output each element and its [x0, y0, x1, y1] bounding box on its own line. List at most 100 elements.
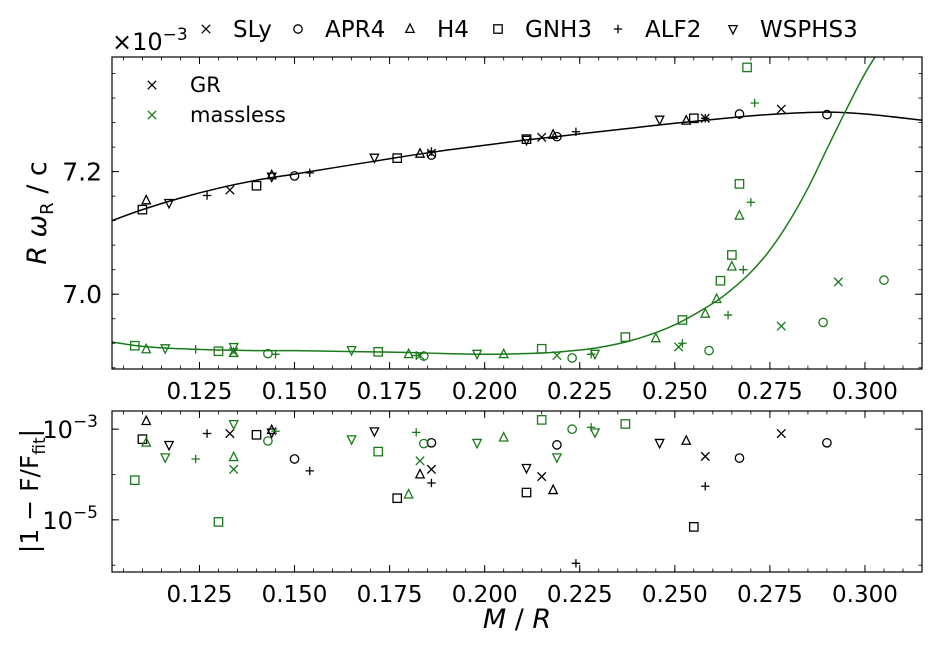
x-tick-label: 0.200	[452, 379, 518, 405]
residual-point-gnh3-massless	[129, 475, 140, 486]
data-point-gnh3-massless	[536, 343, 547, 354]
data-point-gnh3-massless	[734, 179, 745, 189]
top-data-points	[129, 62, 889, 363]
data-point-gnh3-massless	[620, 332, 631, 342]
data-point-h4-gr	[140, 193, 152, 205]
eos-legend-marker-alf2	[613, 24, 623, 34]
residual-point-apr4-gr	[734, 453, 745, 463]
data-point-alf2-massless	[271, 350, 280, 359]
residual-point-h4-gr	[680, 434, 692, 445]
residual-point-wsphs3-massless	[346, 435, 357, 446]
residual-point-gnh3-gr	[521, 487, 532, 498]
offset-text: ×10−3	[112, 25, 188, 56]
data-point-alf2-gr	[571, 127, 581, 136]
data-point-wsphs3-massless	[589, 349, 601, 361]
x-tick-label: 0.300	[832, 582, 898, 608]
x-tick-label: 0.175	[357, 379, 423, 405]
residual-point-wsphs3-gr	[654, 438, 665, 450]
x-tick-label: 0.150	[262, 379, 328, 405]
data-point-sly-massless	[833, 277, 843, 287]
legend-marker-massless	[147, 110, 157, 120]
data-point-sly-gr	[225, 185, 235, 195]
top-panel: 0.125 0.150 0.175 0.200 0.225 0.250 0.275 0.300…	[22, 56, 923, 405]
y-tick-label: 7.0	[62, 280, 102, 309]
data-point-h4-massless	[140, 342, 152, 354]
residual-point-h4-massless	[403, 488, 414, 499]
x-tick-label: 0.275	[737, 379, 803, 405]
x-tick-label: 0.250	[642, 379, 708, 405]
eos-legend-label-h4: H4	[437, 17, 469, 43]
top-panel-legend: GR massless	[147, 73, 286, 127]
residual-point-alf2-gr	[701, 482, 710, 491]
data-point-sly-gr	[537, 132, 547, 142]
data-point-alf2-massless	[746, 198, 756, 207]
data-point-gnh3-massless	[727, 250, 737, 260]
eos-legend-label-apr4: APR4	[325, 17, 385, 43]
residual-point-gnh3-massless	[620, 419, 631, 429]
residual-point-h4-massless	[228, 450, 239, 462]
data-point-h4-massless	[734, 209, 745, 220]
data-point-alf2-massless	[739, 265, 748, 274]
gr-fit-curve	[112, 111, 922, 222]
eos-legend-marker-sly	[201, 24, 211, 34]
data-point-wsphs3-gr	[369, 153, 380, 164]
eos-legend-label-alf2: ALF2	[645, 17, 701, 43]
top-panel-frame	[111, 56, 923, 370]
y-tick-label: 7.2	[62, 158, 102, 187]
bottom-y-axis-label: |1 − F/Ffit|	[15, 429, 50, 553]
data-point-h4-massless	[699, 307, 711, 318]
data-point-alf2-gr	[427, 147, 436, 156]
residual-point-alf2-gr	[202, 429, 212, 438]
data-point-apr4-gr	[734, 109, 745, 119]
massless-fit-curve	[112, 57, 876, 356]
data-point-alf2-gr	[305, 168, 314, 178]
residual-point-sly-gr	[225, 428, 235, 439]
data-point-h4-gr	[547, 128, 559, 139]
x-tick-label: 0.250	[642, 582, 708, 608]
residual-point-h4-gr	[140, 414, 152, 426]
data-point-wsphs3-gr	[163, 198, 175, 210]
bottom-data-points	[129, 414, 832, 568]
residual-point-wsphs3-gr	[163, 440, 175, 452]
data-point-apr4-massless	[879, 275, 889, 285]
data-point-h4-massless	[403, 347, 414, 359]
data-point-alf2-massless	[412, 351, 421, 360]
residual-point-sly-gr	[426, 464, 437, 474]
data-point-alf2-gr	[701, 114, 710, 123]
residual-point-sly-gr	[776, 428, 786, 439]
residual-point-wsphs3-gr	[369, 427, 380, 438]
residual-point-alf2-gr	[571, 559, 581, 568]
data-point-h4-gr	[680, 114, 692, 125]
data-point-wsphs3-massless	[471, 349, 483, 361]
eos-legend-marker-gnh3	[493, 24, 503, 34]
x-tick-label: 0.175	[357, 582, 423, 608]
data-point-alf2-massless	[191, 345, 200, 354]
top-y-axis-label: R ωR / c	[22, 161, 58, 265]
eos-legend-label-gnh3: GNH3	[525, 17, 592, 43]
residual-point-alf2-massless	[271, 427, 280, 436]
residual-point-gnh3-massless	[536, 415, 547, 425]
data-point-h4-gr	[414, 147, 426, 158]
data-point-apr4-gr	[289, 171, 300, 181]
top-axes: 0.125 0.150 0.175 0.200 0.225 0.250 0.275 0.300…	[62, 57, 922, 405]
residual-point-sly-massless	[415, 456, 425, 466]
x-axis-label: M / R	[483, 604, 551, 635]
eos-legend: SLy APR4 H4 GNH3 ALF2 WSPHS3	[201, 17, 858, 43]
x-tick-label: 0.275	[737, 582, 803, 608]
residual-point-apr4-massless	[418, 438, 429, 449]
residual-point-alf2-massless	[191, 454, 200, 464]
residual-point-gnh3-gr	[251, 429, 262, 440]
data-point-gnh3-massless	[373, 346, 384, 357]
data-point-wsphs3-gr	[521, 135, 532, 147]
bottom-axes: 0.125 0.150 0.175 0.200 0.225 0.250 0.275 0.300…	[42, 411, 922, 608]
data-point-gnh3-massless	[677, 315, 688, 325]
data-point-apr4-gr	[822, 109, 832, 120]
data-point-alf2-massless	[723, 310, 733, 320]
legend-marker-gr	[147, 80, 157, 90]
data-point-alf2-massless	[750, 98, 759, 108]
residual-point-gnh3-gr	[688, 522, 699, 532]
data-point-gnh3-massless	[213, 346, 224, 357]
residual-point-h4-gr	[547, 483, 559, 495]
residual-point-apr4-gr	[289, 454, 300, 464]
data-point-h4-massless	[726, 260, 738, 271]
